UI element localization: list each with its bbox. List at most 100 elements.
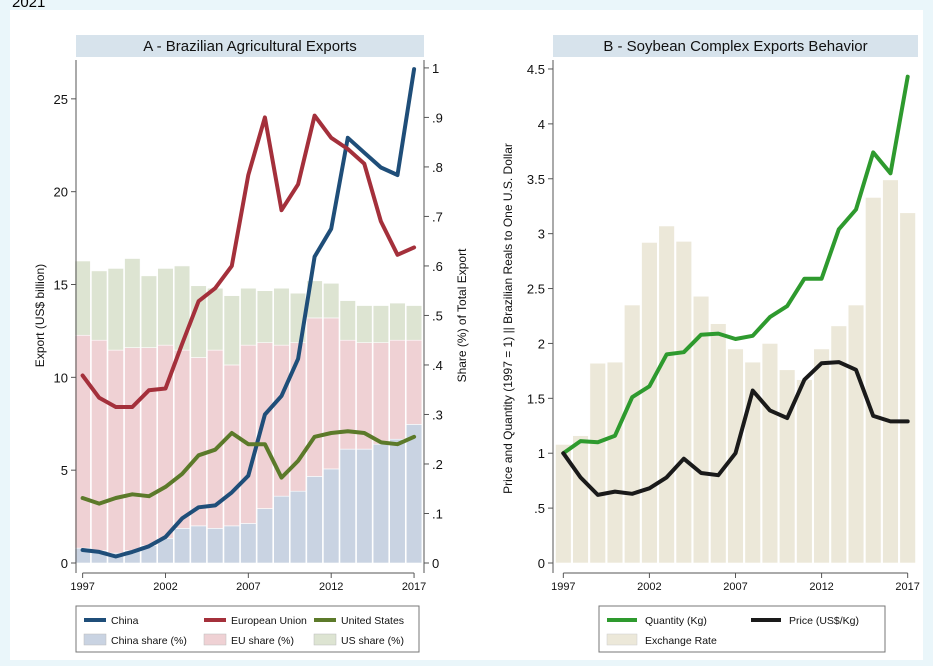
- panel-b-title: B - Soybean Complex Exports Behavior: [603, 38, 867, 55]
- x-tick-label: 2007: [236, 581, 260, 593]
- legend-label: EU share (%): [231, 635, 294, 647]
- cropped-top-text: 2021: [12, 0, 46, 11]
- bar-us-share: [124, 258, 141, 348]
- legend-label: European Union: [231, 615, 307, 627]
- bar-china-share: [389, 438, 406, 564]
- right-tick-label: .3: [432, 407, 443, 422]
- bar-exchange-rate: [813, 348, 830, 564]
- bar-eu-share: [306, 317, 323, 477]
- right-tick-label: .6: [432, 259, 443, 274]
- bar-china-share: [339, 448, 356, 564]
- right-tick-label: .5: [432, 308, 443, 323]
- legend-label: China: [111, 615, 139, 627]
- bar-us-share: [356, 305, 373, 343]
- bar-us-share: [405, 305, 423, 341]
- x-tick-label: 2007: [723, 581, 747, 593]
- panel-b-chart: B - Soybean Complex Exports Behavior 0 .5 1…: [501, 35, 920, 653]
- line-european-union: [80, 113, 417, 409]
- bar-eu-share: [190, 357, 207, 527]
- bar-us-share: [273, 287, 290, 346]
- bar-eu-share: [372, 342, 389, 445]
- panel-b-legend: [598, 605, 886, 653]
- bar-eu-share: [107, 349, 124, 554]
- x-tick-label: 2012: [809, 581, 833, 593]
- bar-china-share: [356, 448, 373, 564]
- bar-us-share: [389, 302, 406, 341]
- bar-exchange-rate: [899, 212, 916, 564]
- right-tick-label: 0: [432, 556, 439, 571]
- panel-b-title-bar: [553, 35, 918, 57]
- legend-label: United States: [341, 615, 404, 627]
- panel-a-title-bar: [76, 35, 424, 57]
- legend-box-swatch: [203, 633, 227, 646]
- x-tick-label: 2017: [402, 581, 426, 593]
- legend-box-swatch: [606, 633, 638, 646]
- right-tick-label: .9: [432, 110, 443, 125]
- right-tick-label: .2: [432, 457, 443, 472]
- bar-us-share: [256, 290, 273, 343]
- line-united-states: [80, 429, 417, 506]
- bar-exchange-rate: [778, 369, 796, 564]
- right-tick-label: .4: [432, 358, 443, 373]
- bar-exchange-rate: [589, 362, 606, 564]
- bar-exchange-rate: [761, 343, 779, 564]
- legend-label: Exchange Rate: [645, 635, 717, 647]
- bar-china-share: [207, 528, 224, 564]
- y-tick-label: .5: [534, 501, 545, 516]
- bar-china-share: [240, 523, 257, 564]
- bar-us-share: [74, 260, 91, 336]
- bar-exchange-rate: [710, 323, 727, 564]
- y-tick-label: 1: [538, 446, 545, 461]
- bar-eu-share: [91, 339, 108, 551]
- bar-eu-share: [140, 347, 157, 546]
- bar-us-share: [157, 268, 174, 346]
- x-tick-label: 1997: [551, 581, 575, 593]
- bar-exchange-rate: [572, 435, 589, 564]
- right-tick-label: .7: [432, 209, 443, 224]
- bar-exchange-rate: [606, 361, 624, 564]
- y-tick-label: 4: [538, 117, 545, 132]
- panel-a-left-axis-label: Export (US$ billion): [33, 264, 47, 367]
- y-tick-label: 3.5: [527, 172, 545, 187]
- bar-us-share: [207, 287, 224, 351]
- bar-china-share: [223, 525, 240, 564]
- bar-exchange-rate: [555, 444, 572, 564]
- left-tick-label: 15: [54, 278, 68, 293]
- line-china: [80, 67, 417, 559]
- bar-eu-share: [124, 347, 141, 551]
- panel-a-title: A - Brazilian Agricultural Exports: [143, 38, 356, 55]
- right-tick-label: 1: [432, 61, 439, 76]
- bar-eu-share: [173, 349, 191, 529]
- y-tick-label: 1.5: [527, 391, 545, 406]
- bar-china-share: [323, 468, 340, 564]
- bar-us-share: [107, 268, 124, 351]
- bar-us-share: [323, 282, 340, 319]
- left-tick-label: 20: [54, 185, 68, 200]
- bar-us-share: [173, 265, 191, 351]
- y-tick-label: 4.5: [527, 62, 545, 77]
- bar-exchange-rate: [624, 304, 641, 564]
- left-tick-label: 0: [61, 556, 68, 571]
- bar-eu-share: [240, 344, 257, 524]
- bar-exchange-rate: [865, 197, 882, 564]
- bar-exchange-rate: [882, 179, 899, 564]
- panel-a-legend: [75, 605, 420, 653]
- bar-exchange-rate: [796, 379, 813, 564]
- legend-box-swatch: [83, 633, 107, 646]
- bar-eu-share: [405, 339, 423, 425]
- legend-label: China share (%): [111, 635, 187, 647]
- bar-china-share: [306, 476, 323, 564]
- bar-exchange-rate: [641, 242, 658, 564]
- left-tick-label: 10: [54, 370, 68, 385]
- legend-label: US share (%): [341, 635, 404, 647]
- line-price: [561, 360, 910, 497]
- bar-eu-share: [223, 364, 240, 527]
- panel-a-right-axis-label: Share (%) of Total Export: [455, 248, 469, 383]
- legend-label: Quantity (Kg): [645, 615, 707, 627]
- bar-china-share: [405, 424, 423, 564]
- bar-china-share: [173, 528, 191, 564]
- bar-us-share: [339, 300, 356, 341]
- bar-us-share: [223, 295, 240, 366]
- right-tick-label: .8: [432, 160, 443, 175]
